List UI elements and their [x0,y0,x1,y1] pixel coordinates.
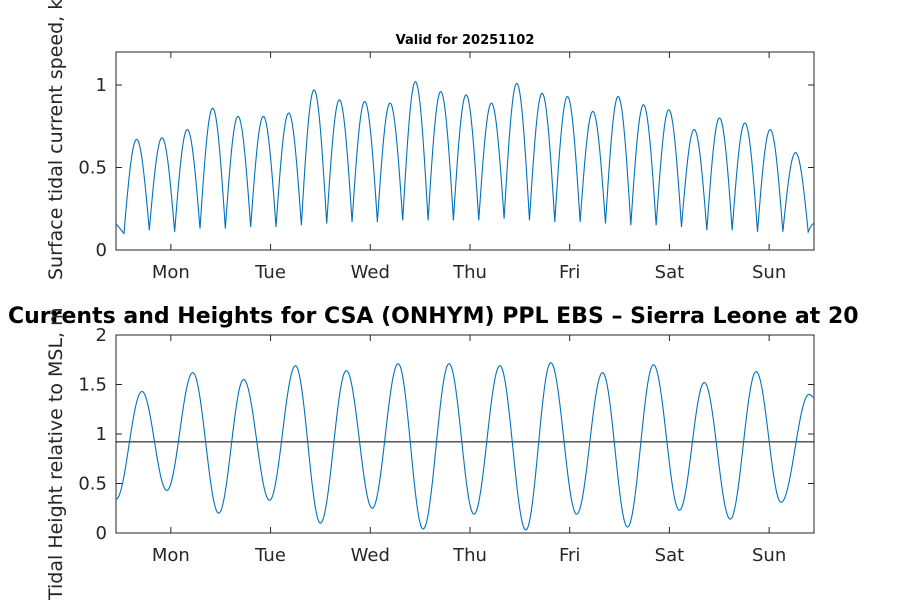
tidal-height-axes: 0 0.5 1 1.5 2 Mon Tue Wed Thu Fri Sat Sun [78,325,815,566]
current-speed-axes: 0 0.5 1 Mon Tue Wed Thu Fri Sat Sun [78,51,815,283]
current-speed-xtick-label: Mon [152,262,190,283]
tidal-height-xtick-label: Wed [351,545,390,566]
tidal-height-ytick-label: 0 [96,523,107,544]
tidal-height-series-line [116,362,814,531]
current-speed-xtick-label: Sun [752,262,786,283]
tidal-height-ytick-label: 1 [96,424,107,445]
current-speed-xtick-label: Thu [452,262,487,283]
tidal-height-ytick-label: 0.5 [78,474,107,495]
tidal-height-ytick-label: 2 [96,325,107,346]
current-speed-xtick-label: Wed [351,262,390,283]
current-speed-plot-area [115,51,815,251]
tidal-height-xtick-label: Tue [254,545,286,566]
current-speed-xtick-label: Tue [254,262,286,283]
current-speed-title: Valid for 20251102 [396,33,535,48]
current-speed-ytick-label: 0 [96,240,107,261]
tidal-height-xtick-label: Mon [152,545,190,566]
tidal-height-xtick-label: Thu [452,545,487,566]
tidal-height-xtick-label: Sun [752,545,786,566]
tidal-height-xtick-label: Fri [559,545,580,566]
tidal-height-ytick-label: 1.5 [78,375,107,396]
tidal-height-xtick-label: Sat [655,545,685,566]
current-speed-ylabel: Surface tidal current speed, knots [45,0,67,280]
current-speed-xtick-label: Sat [655,262,685,283]
current-speed-series-line [116,81,814,235]
current-speed-ytick-label: 1 [96,75,107,96]
current-speed-xtick-label: Fri [559,262,580,283]
tidal-height-ylabel: Tidal Height relative to MSL, m [45,307,67,600]
tidal-height-title: Currents and Heights for CSA (ONHYM) PPL… [8,304,859,329]
tidal-height-plot-area [115,334,815,534]
current-speed-ytick-label: 0.5 [78,158,107,179]
